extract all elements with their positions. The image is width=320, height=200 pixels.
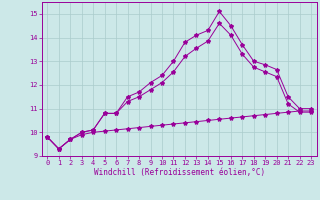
- X-axis label: Windchill (Refroidissement éolien,°C): Windchill (Refroidissement éolien,°C): [94, 168, 265, 177]
